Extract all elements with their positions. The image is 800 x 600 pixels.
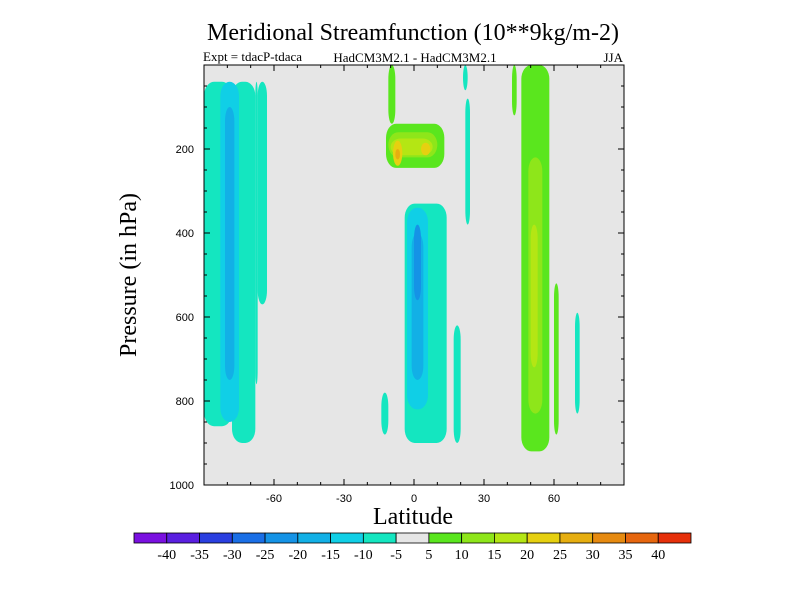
colorbar-label: -15 (321, 548, 340, 563)
colorbar-swatch (559, 532, 594, 544)
x-tick-label: 60 (548, 493, 560, 505)
contour-region-10 (381, 392, 389, 435)
colorbar-swatch (166, 532, 200, 544)
colorbar-swatch (133, 532, 168, 544)
x-tick-label: 0 (411, 493, 417, 505)
colorbar-label: 25 (553, 548, 567, 563)
y-tick-label: 1000 (170, 480, 194, 492)
chart-title: Meridional Streamfunction (10**9kg/m-2) (207, 20, 619, 46)
plot-area: -60 -30 0 30 60 200 400 600 800 1000 (170, 64, 625, 505)
contour-region-21 (530, 224, 538, 368)
colorbar-swatch (330, 532, 364, 544)
colorbar: -40 -35 -30 -25 -20 -15 -10 -5 5 10 15 20 25 30 35 40 (133, 532, 692, 563)
contour-region-3 (257, 81, 267, 305)
colorbar-label: -30 (223, 548, 242, 563)
colorbar-swatch (428, 532, 463, 544)
colorbar-label: 40 (651, 548, 665, 563)
colorbar-label: 10 (455, 548, 469, 563)
y-tick-label: 600 (176, 312, 194, 324)
y-axis-label: Pressure (in hPa) (116, 193, 142, 357)
colorbar-label: 35 (618, 548, 632, 563)
y-tick-label: 800 (176, 396, 194, 408)
contour-region-23 (575, 312, 580, 414)
colorbar-label: -35 (190, 548, 209, 563)
contour-region-17 (395, 149, 400, 160)
y-tick-label: 400 (176, 228, 194, 240)
contour-region-26 (512, 65, 517, 116)
contour-region-13 (388, 65, 396, 124)
colorbar-label: -20 (288, 548, 307, 563)
contour-region-11 (453, 325, 461, 443)
colorbar-swatch (461, 532, 495, 544)
colorbar-swatch (362, 532, 397, 544)
colorbar-swatch (231, 532, 266, 544)
contour-region-5 (225, 107, 235, 380)
colorbar-label: -25 (256, 548, 275, 563)
colorbar-label: 30 (586, 548, 600, 563)
x-tick-label: 30 (478, 493, 490, 505)
colorbar-swatch (592, 532, 626, 544)
colorbar-label: -10 (354, 548, 373, 563)
contour-region-2 (255, 81, 258, 385)
colorbar-label: 15 (487, 548, 501, 563)
colorbar-swatch (297, 532, 331, 544)
x-axis-label: Latitude (373, 504, 453, 530)
colorbar-swatch (657, 532, 692, 544)
colorbar-label: -40 (157, 548, 176, 563)
colorbar-label: -5 (390, 548, 402, 563)
colorbar-label: 20 (520, 548, 534, 563)
x-tick-label: -60 (266, 493, 282, 505)
colorbar-swatch (264, 532, 299, 544)
subtitle-experiment: Expt = tdacP-tdaca (203, 49, 302, 64)
colorbar-swatch (625, 532, 659, 544)
contour-region-22 (554, 283, 559, 435)
subtitle-season: JJA (603, 50, 623, 65)
x-tick-label: -30 (336, 493, 352, 505)
colorbar-swatch (395, 532, 430, 544)
colorbar-swatch (199, 532, 233, 544)
subtitle-models: HadCM3M2.1 - HadCM3M2.1 (333, 50, 496, 65)
colorbar-label: 5 (425, 548, 432, 563)
contour-region-25 (463, 65, 468, 91)
contour-region-9 (414, 224, 421, 301)
contour-region-24 (465, 98, 470, 225)
colorbar-swatch (494, 532, 528, 544)
contour-region-18 (421, 142, 431, 156)
y-tick-label: 200 (176, 144, 194, 156)
colorbar-swatch (526, 532, 561, 544)
